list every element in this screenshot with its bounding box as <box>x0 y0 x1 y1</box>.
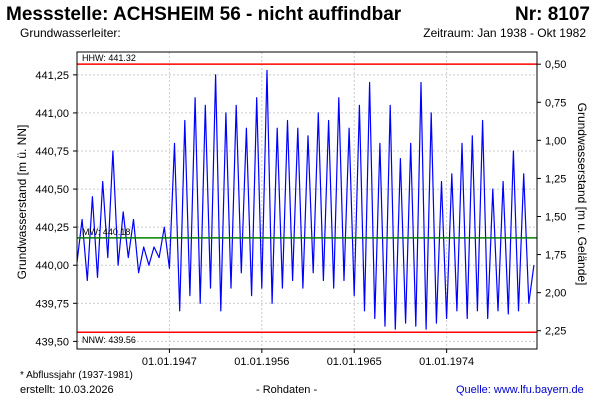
series-layer <box>76 69 535 330</box>
raw-data-label: - Rohdaten - <box>256 384 318 396</box>
reference-lines: HHW: 441.32 MW: 440.18 NNW: 439.56 <box>77 53 537 345</box>
y-tick-label-left: 441,00 <box>35 108 69 120</box>
reference-line-label: HHW: 441.32 <box>82 53 136 63</box>
source-link[interactable]: Quelle: www.lfu.bayern.de <box>456 384 584 396</box>
grid <box>77 52 537 349</box>
y-tick-label-right: 1,75 <box>545 250 566 262</box>
reference-line-label: NNW: 439.56 <box>82 335 136 345</box>
station-number: Nr: 8107 <box>515 4 590 25</box>
x-tick-label: 01.01.1956 <box>234 356 289 368</box>
y-tick-label-right: 2,25 <box>545 326 566 338</box>
footnote: * Abflussjahr (1937-1981) <box>20 370 133 381</box>
x-tick-label: 01.01.1974 <box>419 356 474 368</box>
x-tick-label: 01.01.1965 <box>327 356 382 368</box>
period-label: Zeitraum: Jan 1938 - Okt 1982 <box>423 26 586 40</box>
y-tick-label-left: 441,25 <box>35 70 69 82</box>
page-title: Messstelle: ACHSHEIM 56 - nicht auffindb… <box>6 4 402 25</box>
data-series-line <box>76 69 535 330</box>
y-tick-label-right: 0,75 <box>545 97 566 109</box>
aquifer-label: Grundwasserleiter: <box>20 26 121 40</box>
created-date: erstellt: 10.03.2026 <box>20 384 114 396</box>
reference-line-label: MW: 440.18 <box>82 227 130 237</box>
y-tick-label-left: 440,75 <box>35 146 69 158</box>
y-tick-label-right: 0,50 <box>545 59 566 71</box>
plot-frame <box>76 51 538 350</box>
x-tick-label: 01.01.1947 <box>142 356 197 368</box>
y-tick-label-right: 2,00 <box>545 288 566 300</box>
y-tick-label-left: 440,50 <box>35 184 69 196</box>
y-tick-label-left: 440,25 <box>35 222 69 234</box>
y-tick-label-right: 1,00 <box>545 135 566 147</box>
y-tick-label-left: 439,50 <box>35 336 69 348</box>
y-tick-label-left: 440,00 <box>35 260 69 272</box>
y-tick-label-right: 1,25 <box>545 173 566 185</box>
y-tick-label-left: 439,75 <box>35 298 69 310</box>
axis-ticks: 439,50 439,75 440,00 440,25 440,50 440,75 441,… <box>35 59 566 368</box>
y-tick-label-right: 1,50 <box>545 211 566 223</box>
